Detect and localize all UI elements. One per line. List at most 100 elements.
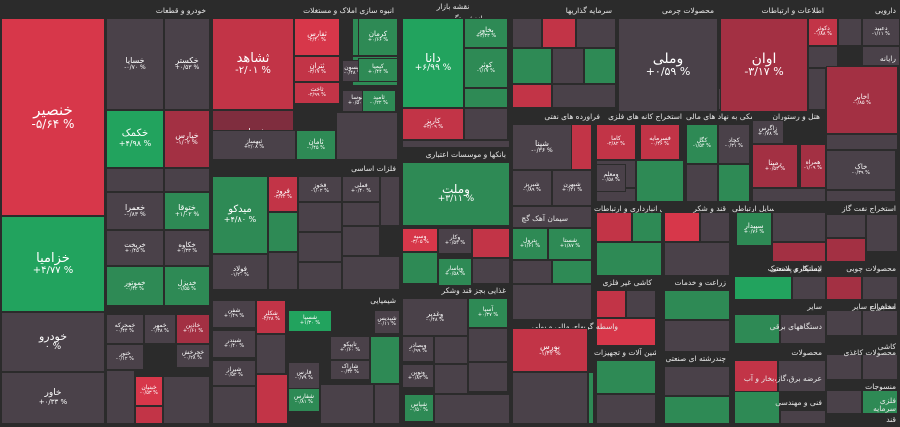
stock-tile-unlabeled[interactable] [826, 310, 862, 336]
stock-tile[interactable]: وسپه -۳/۰۵ % [402, 228, 438, 252]
stock-tile[interactable]: وبصادر -۰/۹۹ % [402, 336, 434, 362]
stock-tile-unlabeled[interactable] [584, 48, 616, 84]
stock-tile-unlabeled[interactable] [512, 48, 552, 84]
stock-tile[interactable]: کگل -۱/۵۴ % [686, 124, 718, 164]
stock-tile[interactable]: خنور -۰/۱۲ % [106, 344, 144, 370]
stock-tile[interactable]: خکمک +۴/۹۸ % [106, 110, 164, 168]
stock-tile[interactable]: وکار +۰/۵۲ % [438, 228, 472, 254]
stock-tile[interactable]: خسایا -۰/۷۰ % [106, 18, 164, 110]
stock-tile[interactable]: فخوز -۱/۰۲ % [298, 176, 342, 202]
stock-tile[interactable]: شاراک -۰/۳۴ % [330, 360, 370, 380]
stock-tile-unlabeled[interactable] [632, 212, 662, 242]
stock-tile-unlabeled[interactable] [434, 364, 468, 394]
stock-tile-unlabeled[interactable] [472, 228, 510, 258]
stock-tile[interactable]: همراه -۱/۰۹ % [800, 144, 826, 188]
stock-tile[interactable]: زاگرس +۰/۷۸ % [752, 120, 784, 144]
stock-tile-unlabeled[interactable] [862, 276, 898, 300]
stock-tile-unlabeled[interactable] [664, 366, 730, 396]
stock-tile-unlabeled[interactable] [342, 202, 380, 226]
stock-tile-unlabeled[interactable] [700, 212, 730, 242]
stock-tile[interactable]: تاپیکو +۰/۶۰ % [330, 336, 370, 360]
stock-tile[interactable]: خنصیر -۵/۶۴ % [1, 18, 105, 216]
stock-tile[interactable]: ثامان -۰/۴۵ % [296, 130, 336, 160]
stock-tile[interactable]: شپنا -۰/۳۶ % [512, 124, 572, 170]
stock-tile-unlabeled[interactable] [164, 168, 210, 192]
stock-tile[interactable]: خعمرا -۰/۸۳ % [106, 192, 164, 230]
stock-tile-unlabeled[interactable] [212, 386, 256, 424]
stock-tile[interactable]: خمحرکه -۰/۴۴ % [106, 314, 144, 344]
stock-tile-unlabeled[interactable] [320, 384, 374, 424]
stock-tile[interactable]: اوان -۳/۱۷ % [720, 18, 808, 112]
stock-tile[interactable]: شفارس -۰/۸۱ % [288, 388, 320, 412]
stock-tile-unlabeled[interactable] [862, 390, 898, 414]
stock-tile-unlabeled[interactable] [826, 390, 862, 414]
stock-tile-unlabeled[interactable] [734, 276, 792, 300]
stock-tile[interactable]: ثتران -۳/۱۷ % [294, 56, 340, 82]
stock-tile-unlabeled[interactable] [826, 354, 862, 380]
stock-tile-unlabeled[interactable] [552, 84, 616, 108]
stock-tile-unlabeled[interactable] [664, 290, 730, 320]
stock-tile-unlabeled[interactable] [512, 260, 552, 284]
stock-tile-unlabeled[interactable] [588, 372, 594, 424]
stock-tile-unlabeled[interactable] [512, 284, 592, 320]
stock-tile-unlabeled[interactable] [298, 232, 342, 262]
stock-tile-unlabeled[interactable] [780, 314, 826, 344]
stock-tile-unlabeled[interactable] [734, 386, 780, 424]
stock-tile[interactable]: شیراز -۰/۵۲ % [212, 360, 256, 386]
stock-tile-unlabeled[interactable] [268, 252, 298, 290]
stock-tile[interactable]: ثبهساز +۲/۰۸ % [212, 130, 296, 160]
stock-tile[interactable]: فرود -۳/۲۲ % [268, 176, 298, 212]
stock-tile-unlabeled[interactable] [596, 212, 632, 242]
stock-tile[interactable]: آسیا +۰/۳۷ % [468, 298, 508, 328]
stock-tile[interactable]: خاک -۰/۳۹ % [826, 150, 896, 190]
stock-tile[interactable]: شبریز -۰/۸۹ % [512, 170, 552, 206]
stock-tile-unlabeled[interactable] [464, 108, 508, 140]
stock-tile-unlabeled[interactable] [826, 238, 866, 262]
stock-tile[interactable]: دانا +۶/۹۹ % [402, 18, 464, 108]
stock-tile-unlabeled[interactable] [838, 18, 862, 46]
stock-tile-unlabeled[interactable] [336, 112, 398, 160]
stock-tile[interactable]: شفن +۰/۴۹ % [212, 300, 256, 328]
stock-tile-unlabeled[interactable] [374, 384, 400, 424]
stock-tile[interactable]: سپیدار +۰/۷۶ % [736, 212, 772, 246]
stock-tile-unlabeled[interactable] [596, 318, 656, 346]
stock-tile-unlabeled[interactable] [596, 394, 656, 424]
stock-tile-unlabeled[interactable] [468, 362, 508, 392]
stock-tile[interactable]: کوثر -۱/۱۷ % [464, 48, 508, 88]
stock-tile[interactable]: کاما -۲/۸۲ % [596, 124, 636, 160]
stock-tile-unlabeled[interactable] [434, 336, 468, 364]
stock-tile[interactable]: ثفارس -۲/۴۰ % [294, 18, 340, 56]
stock-tile-unlabeled[interactable] [792, 276, 826, 300]
stock-tile[interactable]: پترول +۱/۶۱ % [512, 228, 548, 260]
stock-tile[interactable]: کرمان +۰/۶۶ % [358, 18, 398, 56]
stock-tile-unlabeled[interactable] [434, 394, 510, 424]
stock-tile-unlabeled[interactable] [826, 214, 866, 238]
stock-tile-unlabeled[interactable] [542, 18, 576, 48]
stock-tile-unlabeled[interactable] [512, 206, 592, 228]
stock-tile[interactable]: ومعلم -۰/۵۸ % [596, 164, 626, 192]
stock-tile-unlabeled[interactable] [576, 18, 616, 48]
stock-tile[interactable]: خپارس -۱/۰۲ % [164, 110, 210, 168]
stock-tile-unlabeled[interactable] [135, 406, 163, 424]
stock-tile[interactable]: خدیزل -۱/۵۵ % [164, 266, 210, 306]
stock-tile-unlabeled[interactable] [772, 242, 826, 262]
stock-tile[interactable]: خمهر -۰/۳۸ % [144, 314, 176, 344]
stock-tile[interactable]: وملی +۰/۵۹ % [618, 18, 718, 112]
stock-tile-unlabeled[interactable] [718, 164, 750, 202]
stock-tile[interactable]: بورس -۱/۴۲ % [512, 328, 588, 372]
stock-tile[interactable]: خچرخش -۰/۲۸ % [176, 344, 210, 368]
stock-tile-unlabeled[interactable] [342, 256, 400, 290]
stock-tile-unlabeled[interactable] [752, 188, 826, 202]
stock-tile[interactable]: وملت +۳/۱۱ % [402, 162, 510, 226]
stock-tile-unlabeled[interactable] [866, 214, 898, 252]
stock-tile-unlabeled[interactable] [808, 68, 826, 110]
stock-tile[interactable]: ثاخت -۲/۹۹ % [294, 82, 340, 104]
stock-tile[interactable]: فارس -۰/۷۹ % [288, 362, 320, 390]
stock-tile[interactable]: خزامیا +۴/۷۷ % [1, 216, 105, 312]
stock-tile-unlabeled[interactable] [664, 242, 730, 276]
stock-tile-unlabeled[interactable] [596, 290, 626, 318]
stock-tile-unlabeled[interactable] [780, 410, 826, 424]
stock-tile[interactable]: خموتور -۰/۴۲ % [106, 266, 164, 306]
stock-tile-unlabeled[interactable] [808, 46, 838, 68]
stock-tile-unlabeled[interactable] [380, 176, 400, 226]
